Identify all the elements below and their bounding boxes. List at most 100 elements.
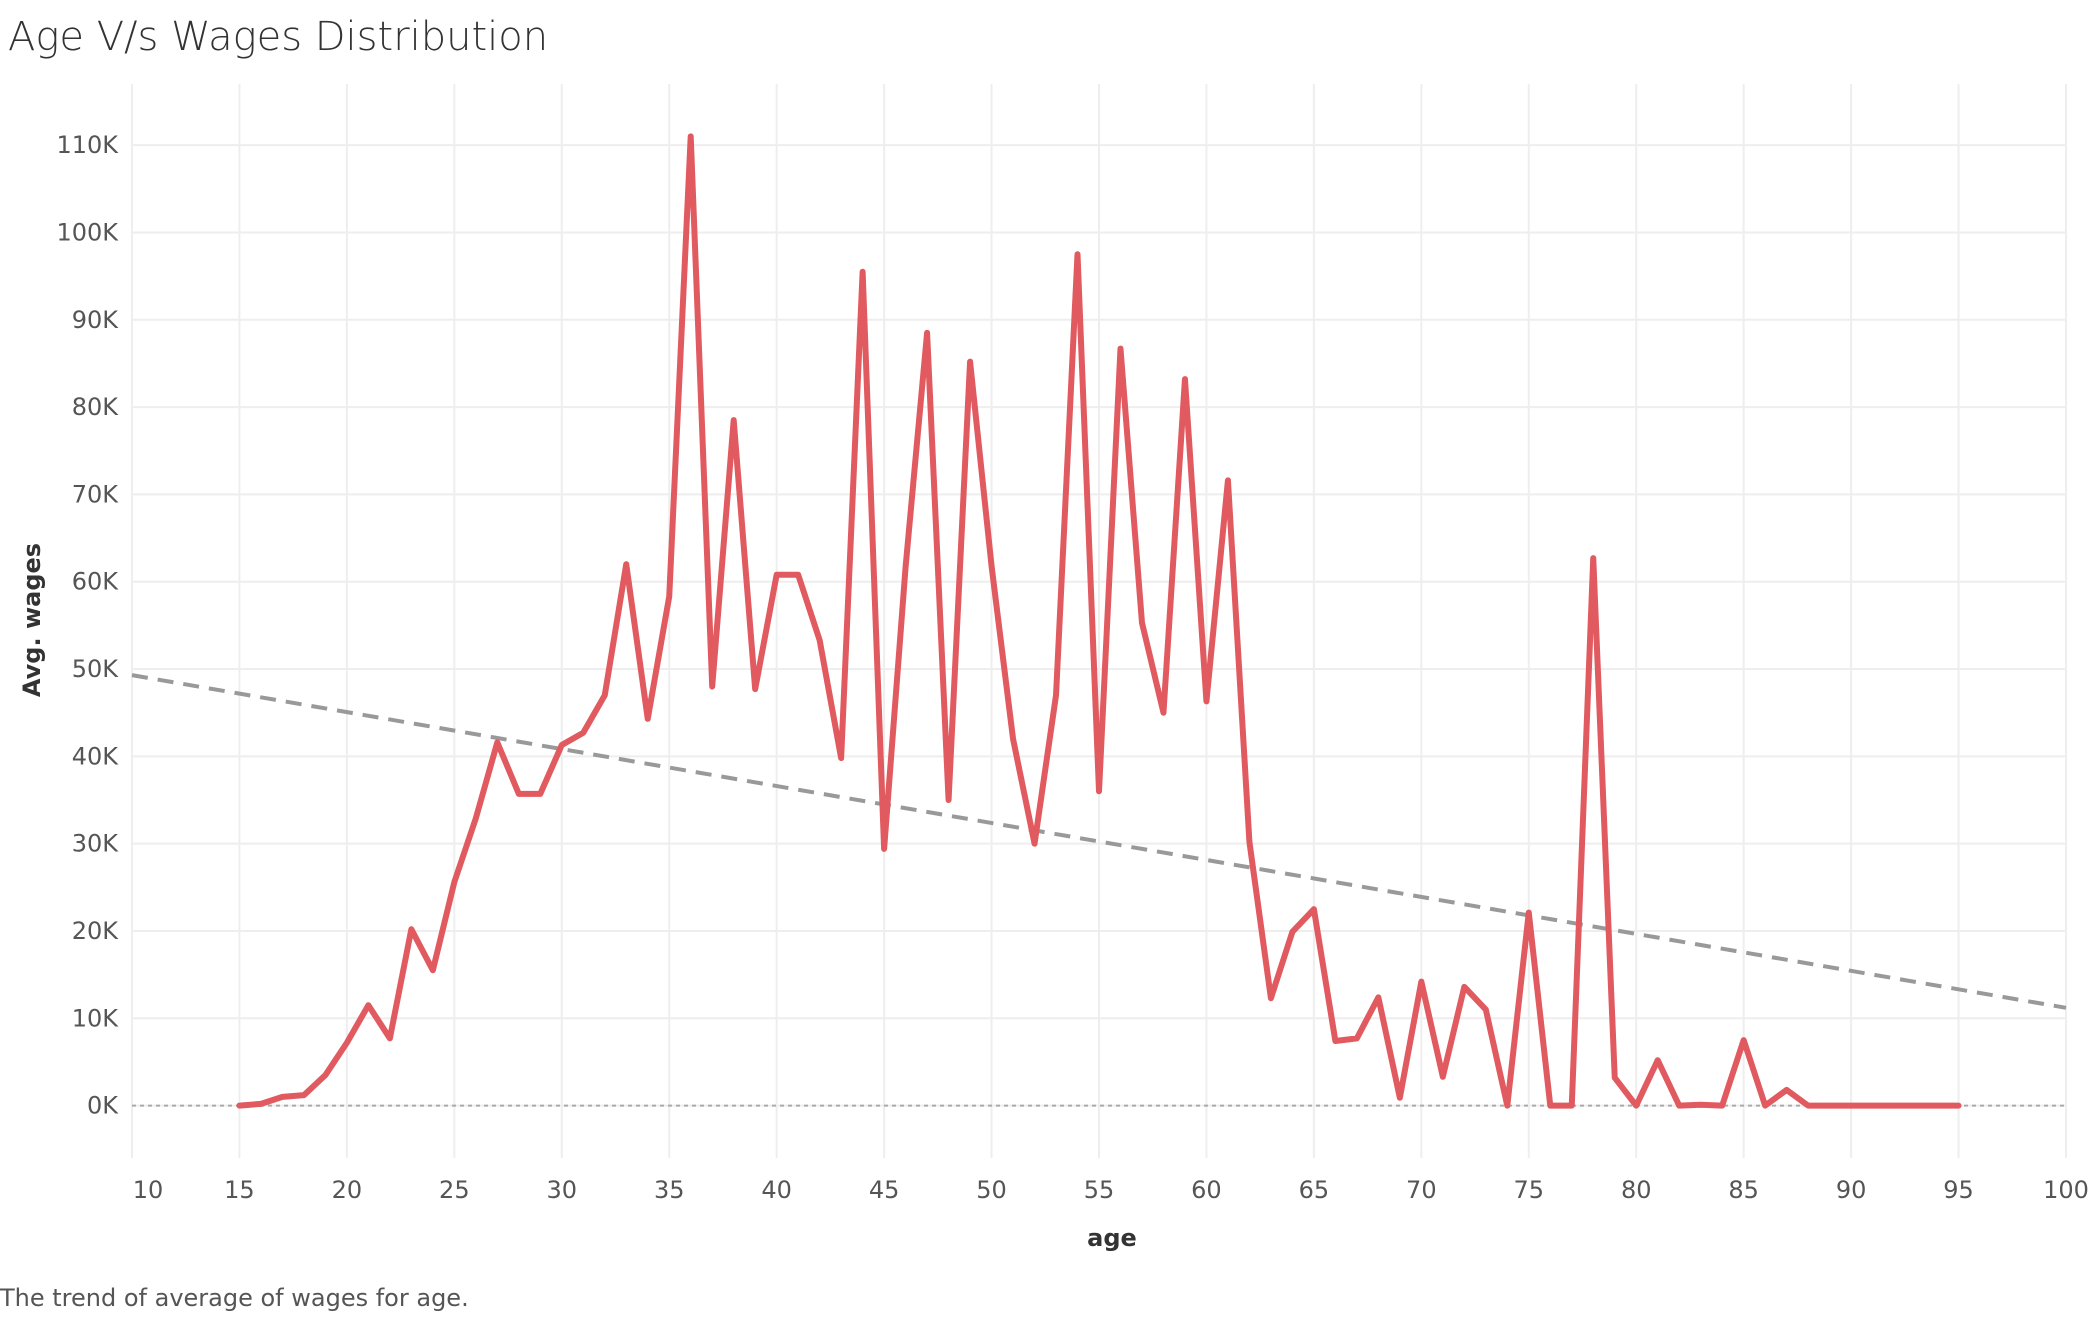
- data-point: [947, 799, 950, 801]
- data-point: [1420, 980, 1423, 983]
- x-tick-label: 55: [1084, 1176, 1115, 1204]
- data-point: [1742, 1039, 1745, 1042]
- x-tick-label: 100: [2043, 1176, 2089, 1204]
- y-tick-label: 20K: [72, 917, 120, 945]
- x-tick-label: 30: [547, 1176, 578, 1204]
- data-point: [1012, 737, 1015, 740]
- y-tick-label: 0K: [87, 1092, 119, 1120]
- data-point: [1312, 908, 1315, 911]
- data-point: [1850, 1104, 1853, 1107]
- data-point: [1463, 985, 1466, 988]
- data-point: [1098, 790, 1100, 793]
- data-point: [1527, 911, 1530, 914]
- data-point: [646, 717, 649, 720]
- data-point: [1957, 1104, 1960, 1107]
- x-tick-label: 40: [761, 1176, 792, 1204]
- x-tick-label: 60: [1191, 1176, 1222, 1204]
- data-point: [1226, 479, 1229, 482]
- data-point: [625, 563, 628, 566]
- data-point: [1162, 711, 1165, 714]
- data-point: [1871, 1104, 1874, 1107]
- data-point: [926, 331, 929, 334]
- data-point: [689, 135, 692, 138]
- data-point: [496, 741, 499, 744]
- data-point: [1441, 1075, 1444, 1078]
- data-point: [969, 360, 972, 363]
- data-point: [474, 817, 477, 820]
- data-point: [711, 685, 714, 688]
- data-point: [904, 565, 907, 568]
- data-point: [1291, 930, 1294, 933]
- data-point: [1334, 1039, 1337, 1042]
- grid-lines: [131, 84, 2067, 1158]
- y-tick-label: 110K: [56, 131, 119, 159]
- y-tick-label: 100K: [56, 218, 119, 246]
- data-point: [539, 792, 542, 795]
- y-tick-label: 90K: [72, 306, 120, 334]
- data-point: [1936, 1104, 1939, 1107]
- data-point: [818, 639, 821, 642]
- data-point: [668, 595, 671, 598]
- y-axis-title: Avg. wages: [18, 543, 46, 697]
- x-tick-label: 15: [224, 1176, 255, 1204]
- data-point: [1269, 997, 1272, 1000]
- y-tick-label: 70K: [72, 480, 120, 508]
- data-point: [883, 847, 886, 850]
- x-tick-label: 20: [332, 1176, 363, 1204]
- data-point: [281, 1095, 284, 1098]
- y-tick-label: 60K: [72, 568, 120, 596]
- data-point: [1377, 996, 1380, 999]
- data-point: [775, 573, 778, 576]
- trend-line: [131, 673, 2067, 1010]
- data-point: [1678, 1104, 1681, 1107]
- x-tick-label: 80: [1621, 1176, 1652, 1204]
- data-point: [453, 881, 456, 884]
- data-point: [345, 1041, 348, 1044]
- data-point: [1764, 1104, 1767, 1107]
- x-tick-label: 25: [439, 1176, 470, 1204]
- x-tick-label: 95: [1943, 1176, 1974, 1204]
- data-point: [754, 688, 757, 691]
- data-point: [1613, 1076, 1616, 1079]
- data-point: [259, 1102, 262, 1105]
- data-point: [603, 694, 606, 697]
- chart-caption: The trend of average of wages for age.: [0, 1284, 469, 1312]
- data-point: [431, 969, 434, 972]
- data-point: [1570, 1104, 1573, 1107]
- wages-series: [236, 133, 1962, 1109]
- data-point: [302, 1094, 305, 1097]
- data-point: [1355, 1037, 1358, 1040]
- data-point: [324, 1074, 327, 1077]
- data-point: [1033, 842, 1036, 845]
- x-tick-label: 75: [1514, 1176, 1545, 1204]
- data-point: [1656, 1059, 1659, 1062]
- data-point: [1635, 1104, 1638, 1107]
- data-point: [367, 1004, 370, 1007]
- data-point: [238, 1104, 241, 1107]
- data-point: [1549, 1104, 1552, 1107]
- x-tick-label: 70: [1406, 1176, 1437, 1204]
- data-point: [840, 757, 843, 760]
- y-tick-label: 40K: [72, 742, 120, 770]
- x-tick-label: 35: [654, 1176, 685, 1204]
- y-axis-ticks: 0K 10K 20K 30K 40K 50K 60K 70K 80K 90K 100K 110K: [56, 131, 119, 1119]
- data-point: [732, 419, 735, 422]
- x-tick-label: 50: [976, 1176, 1007, 1204]
- data-point: [1893, 1104, 1896, 1107]
- trend-line-path: [131, 673, 2067, 1010]
- data-point: [861, 270, 864, 273]
- data-point: [1205, 700, 1208, 703]
- x-tick-label: 90: [1836, 1176, 1867, 1204]
- data-point: [1248, 840, 1251, 843]
- data-point: [1592, 557, 1595, 560]
- data-point: [797, 573, 800, 576]
- data-point: [1506, 1104, 1509, 1107]
- data-point: [1721, 1104, 1724, 1107]
- x-tick-label: 45: [869, 1176, 900, 1204]
- data-point: [1183, 378, 1186, 381]
- data-point: [410, 928, 413, 931]
- data-point: [1398, 1096, 1401, 1099]
- y-tick-label: 80K: [72, 393, 120, 421]
- chart-title: Age V/s Wages Distribution: [8, 14, 549, 60]
